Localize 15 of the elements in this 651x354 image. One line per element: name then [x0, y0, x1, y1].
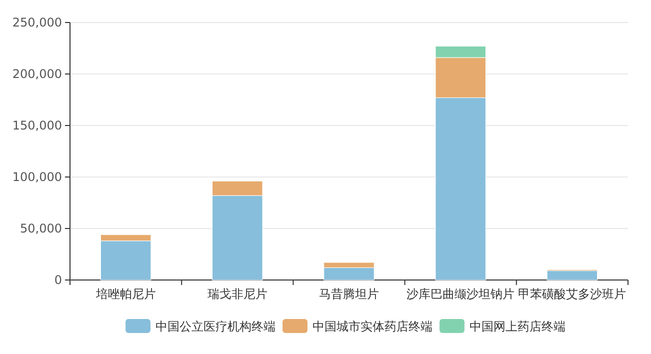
- y-tick-label: 0: [54, 273, 62, 287]
- bar: [546, 270, 598, 280]
- x-tick-label: 马昔腾坦片: [319, 287, 379, 301]
- x-tick-label: 沙库巴曲缬沙坦钠片: [406, 287, 515, 301]
- y-tick-label: 100,000: [12, 170, 62, 184]
- x-tick-label: 甲苯磺酸艾多沙班片: [518, 287, 626, 301]
- y-tick-label: 250,000: [12, 16, 62, 30]
- legend-label: 中国网上药店终端: [470, 320, 566, 334]
- y-tick-label: 50,000: [20, 222, 62, 236]
- x-tick-label: 瑞戈非尼片: [207, 287, 268, 301]
- y-tick-label: 200,000: [12, 67, 62, 81]
- y-tick-label: 150,000: [12, 118, 62, 132]
- legend-label: 中国城市实体药店终端: [312, 320, 432, 334]
- x-tick-label: 培唑帕尼片: [94, 287, 156, 301]
- legend-label: 中国公立医疗机构终端: [156, 320, 276, 334]
